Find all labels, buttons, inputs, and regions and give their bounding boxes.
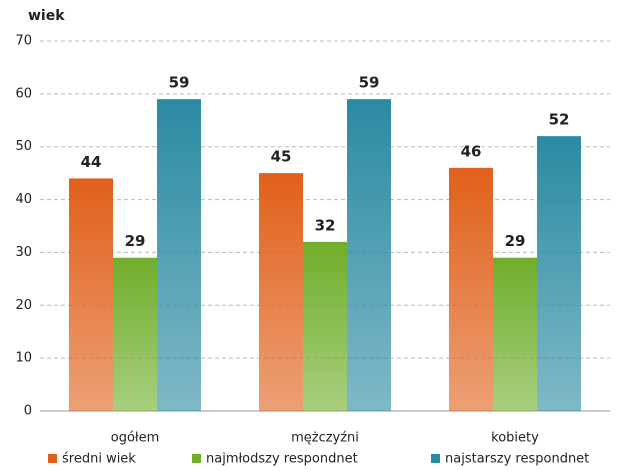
data-label: 44 xyxy=(81,153,102,171)
bar xyxy=(113,257,157,411)
y-axis-title: wiek xyxy=(28,8,65,24)
legend-label: najmłodszy respondnet xyxy=(206,452,358,467)
bar xyxy=(69,178,113,411)
data-label: 59 xyxy=(169,74,190,92)
legend-label: średni wiek xyxy=(62,452,136,467)
bar xyxy=(537,136,581,411)
legend-label: najstarszy respondnet xyxy=(445,452,589,467)
bar xyxy=(259,173,303,411)
x-tick-label: mężczyźni xyxy=(291,431,359,446)
y-tick-label: 40 xyxy=(15,192,32,207)
legend-swatch xyxy=(192,454,201,463)
x-tick-label: kobiety xyxy=(491,431,539,446)
y-tick-label: 10 xyxy=(15,351,32,366)
legend-swatch xyxy=(48,454,57,463)
y-tick-label: 0 xyxy=(24,404,32,419)
data-label: 59 xyxy=(359,74,380,92)
legend-swatch xyxy=(431,454,440,463)
bar xyxy=(493,257,537,411)
bar xyxy=(449,167,493,411)
data-label: 46 xyxy=(461,142,482,160)
data-label: 32 xyxy=(315,216,336,234)
x-tick-label: ogółem xyxy=(111,431,160,446)
bar xyxy=(157,99,201,412)
bar xyxy=(303,241,347,411)
y-tick-label: 50 xyxy=(15,139,32,154)
bar xyxy=(347,99,391,412)
y-tick-label: 70 xyxy=(15,34,32,49)
y-tick-label: 60 xyxy=(15,86,32,101)
data-label: 45 xyxy=(271,148,292,166)
y-tick-label: 20 xyxy=(15,298,32,313)
data-label: 52 xyxy=(549,111,570,129)
y-tick-label: 30 xyxy=(15,245,32,260)
data-label: 29 xyxy=(125,232,146,250)
data-label: 29 xyxy=(505,232,526,250)
